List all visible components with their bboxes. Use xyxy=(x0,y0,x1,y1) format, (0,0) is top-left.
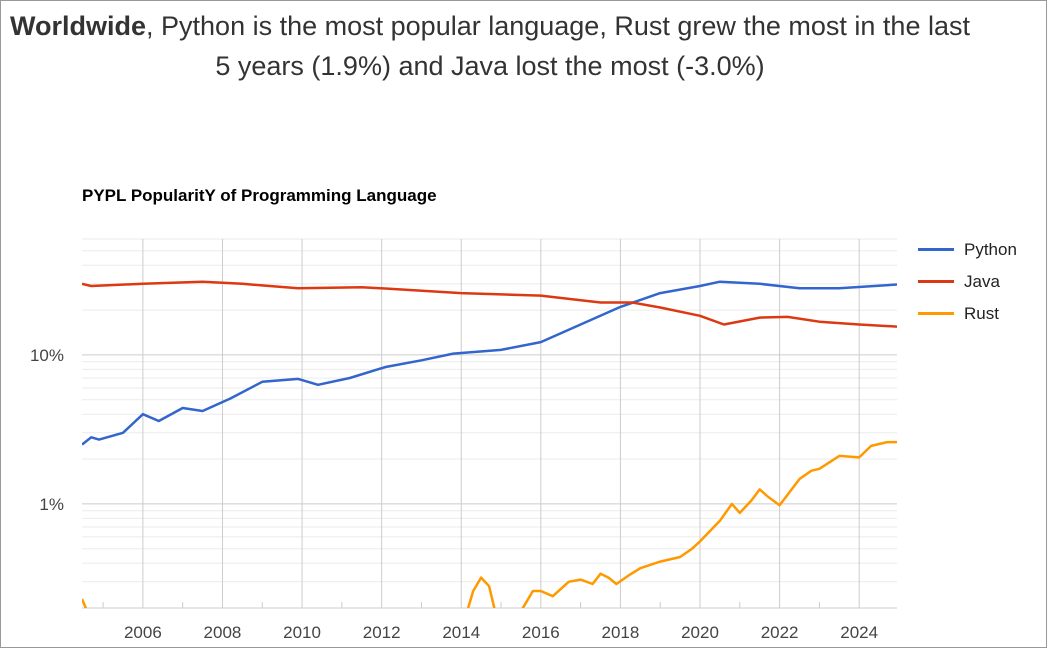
x-tick-label: 2016 xyxy=(522,623,560,642)
legend-label: Python xyxy=(964,239,1017,259)
legend-swatch xyxy=(918,248,954,251)
y-tick-label: 10% xyxy=(30,346,64,365)
headline-bold: Worldwide xyxy=(10,11,147,41)
series-line-java xyxy=(82,280,897,328)
x-tick-label: 2006 xyxy=(124,623,162,642)
series-line-python xyxy=(82,280,897,446)
legend-swatch xyxy=(918,312,954,315)
x-tick-label: 2020 xyxy=(681,623,719,642)
legend: Python Java Rust xyxy=(918,238,1017,334)
x-tick-label: 2022 xyxy=(761,623,799,642)
x-tick-label: 2012 xyxy=(363,623,401,642)
x-tick-label: 2014 xyxy=(442,623,480,642)
x-tick-label: 2018 xyxy=(602,623,640,642)
legend-label: Java xyxy=(964,271,1000,291)
x-tick-label: 2010 xyxy=(283,623,321,642)
legend-item-java: Java xyxy=(918,270,1017,293)
y-tick-label: 1% xyxy=(39,495,64,514)
chart-title: PYPL PopularitY of Programming Language xyxy=(82,186,437,205)
x-tick-label: 2024 xyxy=(840,623,878,642)
legend-item-python: Python xyxy=(918,238,1017,261)
legend-label: Rust xyxy=(964,303,999,323)
series-line-rust xyxy=(82,440,897,608)
x-tick-label: 2008 xyxy=(204,623,242,642)
legend-swatch xyxy=(918,280,954,283)
headline: Worldwide, Python is the most popular la… xyxy=(0,6,980,86)
headline-text: , Python is the most popular language, R… xyxy=(146,11,970,81)
legend-item-rust: Rust xyxy=(918,302,1017,325)
